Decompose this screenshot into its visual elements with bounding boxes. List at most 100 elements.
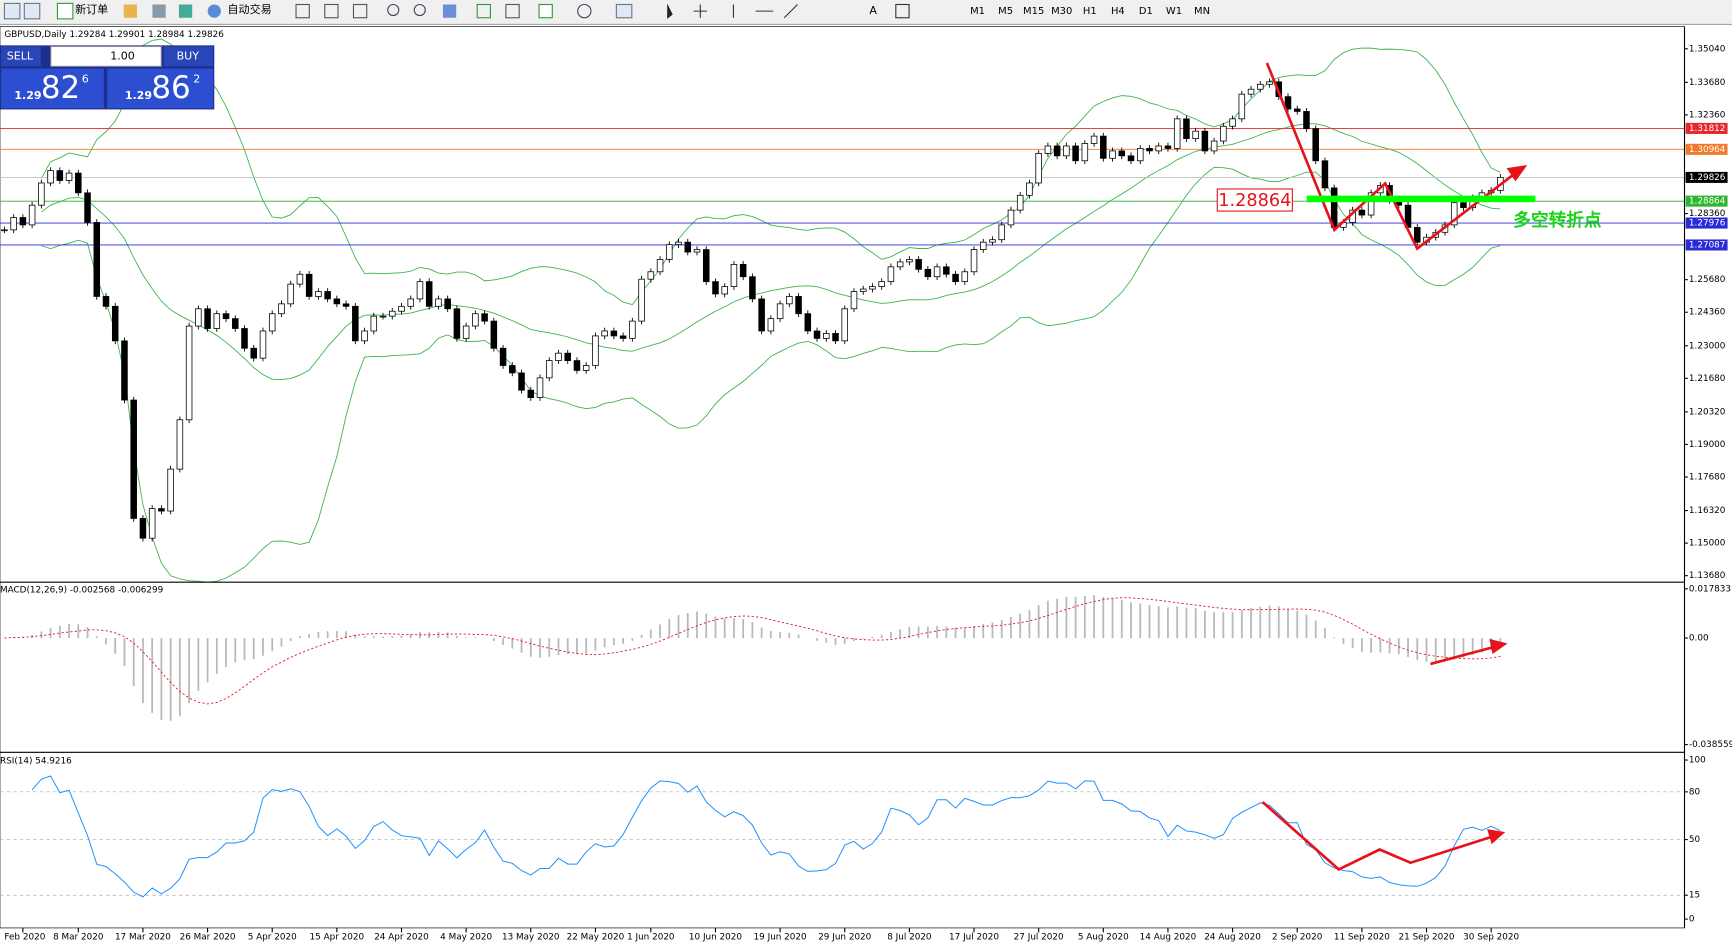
candle (1321, 160, 1329, 189)
timeframe[interactable]: W1 (1166, 6, 1182, 17)
candle (1081, 143, 1089, 162)
timeframe[interactable]: D1 (1139, 6, 1153, 17)
candle (832, 333, 839, 342)
candle (389, 310, 396, 317)
candle (509, 365, 516, 374)
timeframe[interactable]: M15 (1023, 6, 1044, 17)
sell-price-box[interactable] (1, 68, 104, 109)
sell-label[interactable]: SELL (7, 49, 34, 62)
trade-panel: SELL 1.00 BUY 1.29 82 6 1.29 86 2 (0, 45, 215, 110)
candle (268, 313, 276, 332)
y-tick-label: 1.23000 (1689, 341, 1726, 351)
candle (19, 217, 27, 226)
price-tag (1685, 143, 1728, 155)
price-tag (1685, 195, 1728, 207)
candle (195, 308, 202, 327)
x-tick-label: 15 Apr 2020 (310, 932, 365, 942)
y-tick-label: 50 (1689, 835, 1701, 845)
toolbar-button[interactable]: 自动交易 (228, 2, 272, 16)
timeframe[interactable]: M5 (998, 6, 1013, 17)
x-tick-label: 24 Aug 2020 (1204, 932, 1261, 942)
candle (1192, 130, 1199, 139)
timeframe[interactable]: M1 (970, 6, 985, 17)
buy-button[interactable] (163, 46, 214, 67)
candle (702, 249, 710, 283)
sell-pips: 82 (41, 70, 80, 106)
candle (139, 518, 147, 539)
y-tick-label: 1.35040 (1689, 44, 1726, 54)
candle (610, 330, 618, 337)
candle (1358, 209, 1366, 216)
candle (1257, 83, 1264, 90)
timeframe[interactable]: H1 (1083, 6, 1097, 17)
x-tick-label: Feb 2020 (4, 932, 45, 942)
candle (970, 249, 978, 273)
lots-value[interactable]: 1.00 (110, 49, 135, 62)
annotation-arrows (1261, 62, 1528, 871)
timeframe[interactable]: M30 (1051, 6, 1072, 17)
y-tick-label: 1.21680 (1689, 374, 1726, 384)
x-tick-label: 27 Jul 2020 (1014, 932, 1064, 942)
candle (250, 347, 258, 359)
candle (1450, 202, 1458, 226)
x-tick-label: 5 Aug 2020 (1078, 932, 1129, 942)
candle (370, 315, 378, 332)
candle (1127, 155, 1135, 162)
candle (1201, 130, 1209, 152)
price-tag-label: 1.31812 (1689, 124, 1726, 134)
sell-point: 6 (82, 73, 89, 86)
x-tick-label: 30 Sep 2020 (1463, 932, 1519, 942)
candle (222, 313, 230, 320)
candle (906, 259, 913, 263)
candle (333, 298, 341, 305)
buy-price-box[interactable] (107, 68, 214, 109)
candle (453, 308, 461, 339)
candle (259, 330, 267, 359)
candle (961, 271, 969, 283)
candle (629, 320, 636, 339)
sell-big: 1.29 (14, 89, 41, 102)
candle (980, 241, 987, 250)
x-tick-label: 2 Sep 2020 (1272, 932, 1323, 942)
candle (10, 217, 17, 231)
y-tick-label: 1.25680 (1689, 275, 1726, 285)
candle (869, 286, 876, 290)
x-tick-label: 13 May 2020 (502, 932, 560, 942)
macd-signal (4, 597, 1501, 705)
sell-button[interactable] (1, 46, 41, 67)
candle (749, 276, 756, 300)
y-tick-label: 1.28360 (1689, 209, 1726, 219)
candle (619, 335, 627, 339)
lots-input[interactable] (50, 45, 162, 67)
candle (379, 315, 387, 318)
candle (601, 330, 608, 337)
candle (1460, 202, 1467, 209)
candle (28, 204, 36, 226)
candle (1118, 150, 1126, 157)
timeframe[interactable]: MN (1194, 6, 1210, 17)
candle (1247, 88, 1255, 95)
x-tick-label: 8 Mar 2020 (53, 932, 104, 942)
candle (1183, 118, 1190, 139)
x-tick-label: 10 Jun 2020 (689, 932, 742, 942)
price-box (1216, 188, 1293, 212)
y-tick-label: 1.19000 (1689, 440, 1726, 450)
candle (1007, 209, 1015, 226)
y-tick-label: 0 (1689, 915, 1695, 925)
candle (1414, 226, 1421, 243)
timeframe[interactable]: H4 (1111, 6, 1125, 17)
buy-label[interactable]: BUY (177, 49, 200, 62)
candle (361, 330, 368, 342)
x-tick-label: 8 Jul 2020 (887, 932, 932, 942)
candle (416, 281, 424, 300)
candle (638, 278, 645, 322)
candle (296, 273, 304, 285)
toolbar-button[interactable]: 新订单 (75, 2, 108, 16)
y-tick-label: 1.17680 (1689, 473, 1726, 483)
candle (1053, 145, 1061, 157)
candle (721, 286, 728, 295)
x-tick-label: 19 Jun 2020 (754, 932, 807, 942)
candle (1155, 145, 1162, 152)
candle (121, 340, 128, 401)
